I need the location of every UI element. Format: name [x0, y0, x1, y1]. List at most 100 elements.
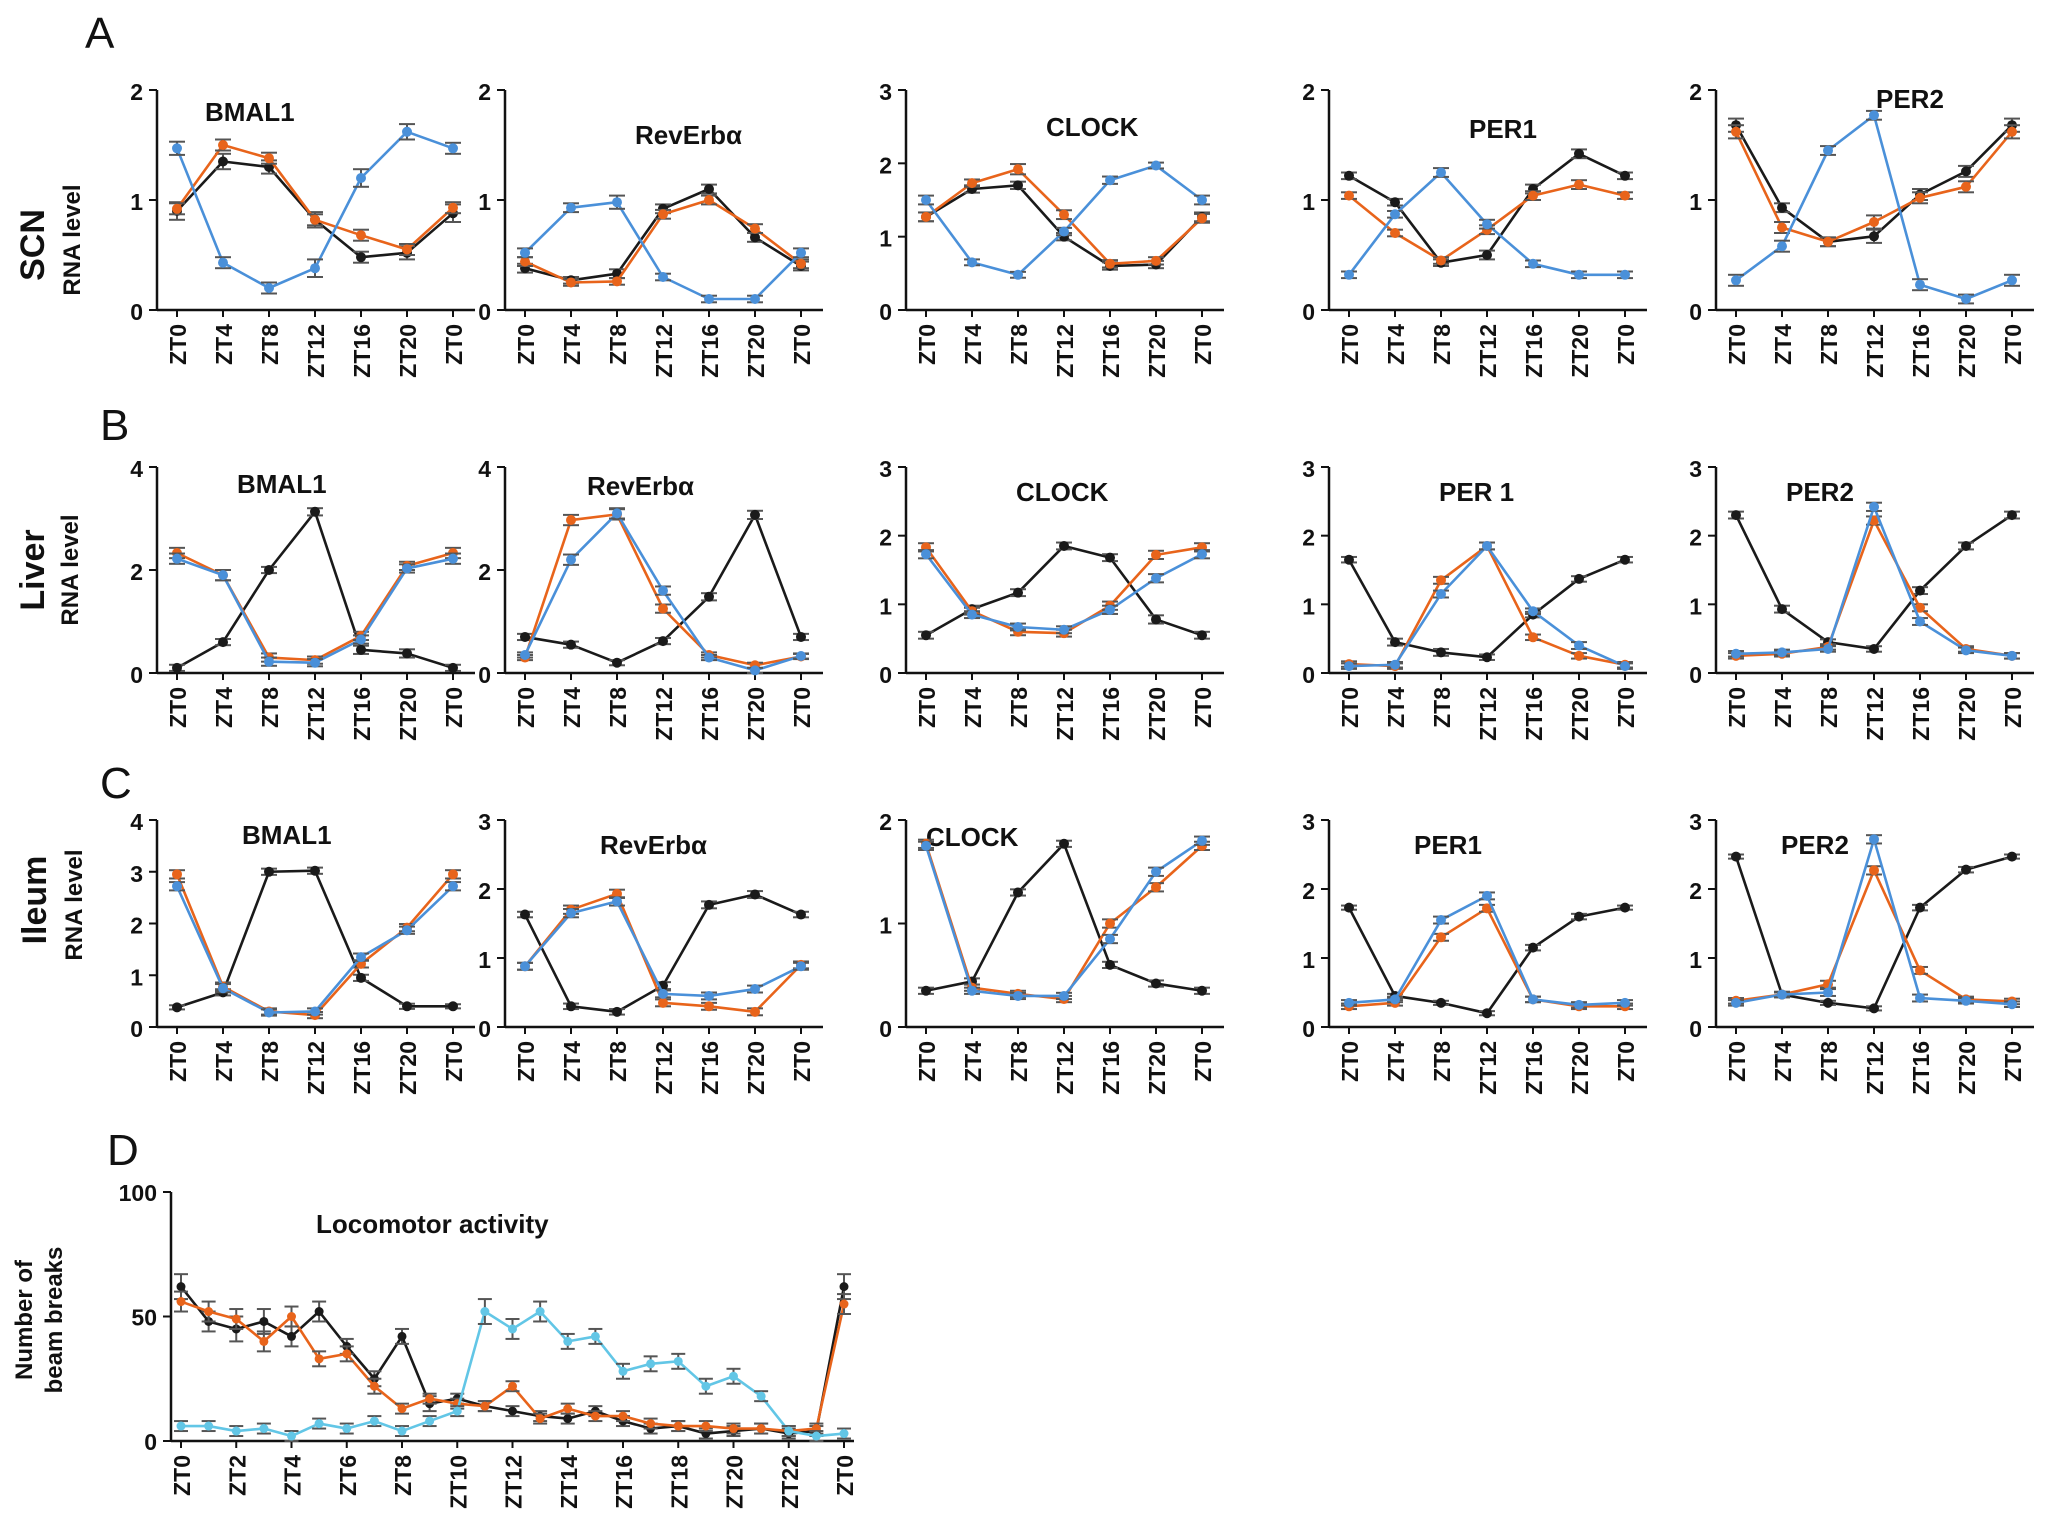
- x-tick-label: ZT0: [789, 1041, 815, 1082]
- data-point-blue: [264, 1007, 274, 1018]
- data-point-blue: [1620, 661, 1630, 672]
- x-tick-label: ZT8: [1006, 324, 1032, 365]
- x-tick-label: ZT12: [1862, 1041, 1888, 1095]
- data-point-blue: [1823, 145, 1833, 156]
- data-point-orange: [756, 1424, 766, 1434]
- series-orange: [169, 869, 461, 1021]
- data-point-black: [750, 509, 760, 520]
- data-point-orange: [750, 223, 760, 234]
- series-black: [1728, 851, 2020, 1014]
- y-tick-label: 1: [130, 189, 143, 215]
- x-tick-label: ZT0: [2000, 1041, 2026, 1082]
- x-tick-label: ZT4: [559, 687, 585, 728]
- data-point-black: [1528, 942, 1538, 953]
- data-point-blue: [2007, 999, 2017, 1010]
- ylabel-d-line2: beam breaks: [41, 1247, 68, 1394]
- chart-title: RevErbα: [635, 120, 742, 150]
- data-point-blue: [612, 508, 622, 519]
- data-point-orange: [1197, 213, 1207, 224]
- data-point-black: [1620, 902, 1630, 913]
- chart-a2: 0 1 2 ZT0 ZT4 ZT8 ZT12 ZT16 ZT20 ZT0 RevErbα: [478, 79, 823, 378]
- row-label-scn: SCN: [14, 209, 52, 281]
- data-point-black: [172, 662, 182, 673]
- data-point-orange: [1151, 882, 1161, 893]
- series-black: [174, 1273, 851, 1440]
- data-point-cyan: [839, 1429, 849, 1439]
- x-tick-label: ZT16: [1098, 1041, 1124, 1095]
- data-point-blue: [796, 961, 806, 972]
- data-point-cyan: [811, 1431, 821, 1441]
- data-point-blue: [1013, 990, 1023, 1001]
- data-point-orange: [612, 276, 622, 287]
- x-tick-label: ZT12: [1862, 687, 1888, 741]
- data-point-blue: [1436, 167, 1446, 178]
- data-point-black: [1961, 540, 1971, 551]
- x-tick-label: ZT8: [605, 687, 631, 728]
- data-point-blue: [1197, 835, 1207, 846]
- chart-b3: 0 1 2 3 ZT0 ZT4 ZT8 ZT12 ZT16 ZT20 ZT0 CLOCK: [879, 456, 1224, 741]
- data-point-black: [1482, 1008, 1492, 1019]
- y-tick-label: 0: [1302, 299, 1315, 325]
- chart-title: PER1: [1469, 114, 1537, 144]
- x-tick-label: ZT0: [2000, 324, 2026, 365]
- data-point-orange: [704, 195, 714, 205]
- chart-title: CLOCK: [926, 822, 1019, 852]
- data-point-black: [1390, 637, 1400, 648]
- chart-c1: 0 1 2 3 4 ZT0 ZT4 ZT8 ZT12 ZT16 ZT20 ZT0 BMAL1: [130, 809, 475, 1095]
- data-point-blue: [1482, 890, 1492, 901]
- data-point-orange: [231, 1314, 241, 1324]
- data-point-blue: [1869, 834, 1879, 845]
- x-tick-label: ZT8: [1816, 1041, 1842, 1082]
- chart-c4: 0 1 2 3 ZT0 ZT4 ZT8 ZT12 ZT16 ZT20 ZT0 PER1: [1302, 809, 1647, 1095]
- y-tick-label: 0: [478, 662, 491, 688]
- chart-title: CLOCK: [1016, 477, 1109, 507]
- data-point-black: [1436, 997, 1446, 1008]
- data-point-blue: [1620, 269, 1630, 280]
- series-blue: [1341, 167, 1633, 280]
- data-point-orange: [356, 230, 366, 241]
- data-point-black: [402, 648, 412, 659]
- data-point-cyan: [259, 1424, 269, 1434]
- data-point-orange: [658, 209, 668, 220]
- y-tick-label: 0: [130, 299, 143, 325]
- series-blue: [918, 160, 1210, 280]
- data-point-blue: [310, 1006, 320, 1017]
- data-point-blue: [1151, 866, 1161, 877]
- data-point-black: [310, 506, 320, 517]
- data-point-blue: [1620, 997, 1630, 1008]
- data-point-black: [566, 639, 576, 650]
- series-orange: [1728, 124, 2020, 248]
- y-tick-label: 0: [144, 1429, 157, 1455]
- data-point-orange: [590, 1411, 600, 1421]
- y-tick-label: 1: [879, 593, 892, 619]
- data-point-orange: [172, 869, 182, 880]
- data-point-black: [1436, 647, 1446, 658]
- data-point-black: [402, 1001, 412, 1012]
- data-point-blue: [1961, 645, 1971, 656]
- data-point-blue: [704, 294, 714, 304]
- data-point-orange: [508, 1381, 517, 1391]
- data-point-blue: [750, 984, 760, 995]
- data-point-black: [1574, 573, 1584, 584]
- y-tick-label: 0: [1689, 662, 1702, 688]
- series-blue: [517, 507, 809, 676]
- chart-title: PER1: [1414, 830, 1482, 860]
- series-black: [517, 509, 809, 668]
- data-point-blue: [1869, 501, 1879, 512]
- data-point-blue: [264, 283, 274, 293]
- data-point-blue: [658, 585, 668, 596]
- x-tick-label: ZT0: [789, 324, 815, 365]
- y-tick-label: 1: [1689, 593, 1702, 619]
- y-tick-label: 2: [130, 559, 143, 585]
- data-point-black: [508, 1406, 517, 1416]
- data-point-cyan: [563, 1336, 573, 1346]
- x-tick-label: ZT12: [651, 687, 677, 741]
- data-point-orange: [658, 997, 668, 1008]
- data-point-black: [1344, 554, 1354, 565]
- data-point-orange: [287, 1312, 296, 1321]
- x-tick-label: ZT4: [559, 324, 585, 365]
- chart-b4: 0 1 2 3 ZT0 ZT4 ZT8 ZT12 ZT16 ZT20 ZT0 PER 1: [1302, 456, 1647, 741]
- x-tick-label: ZT12: [1862, 324, 1888, 378]
- data-point-black: [1197, 985, 1207, 996]
